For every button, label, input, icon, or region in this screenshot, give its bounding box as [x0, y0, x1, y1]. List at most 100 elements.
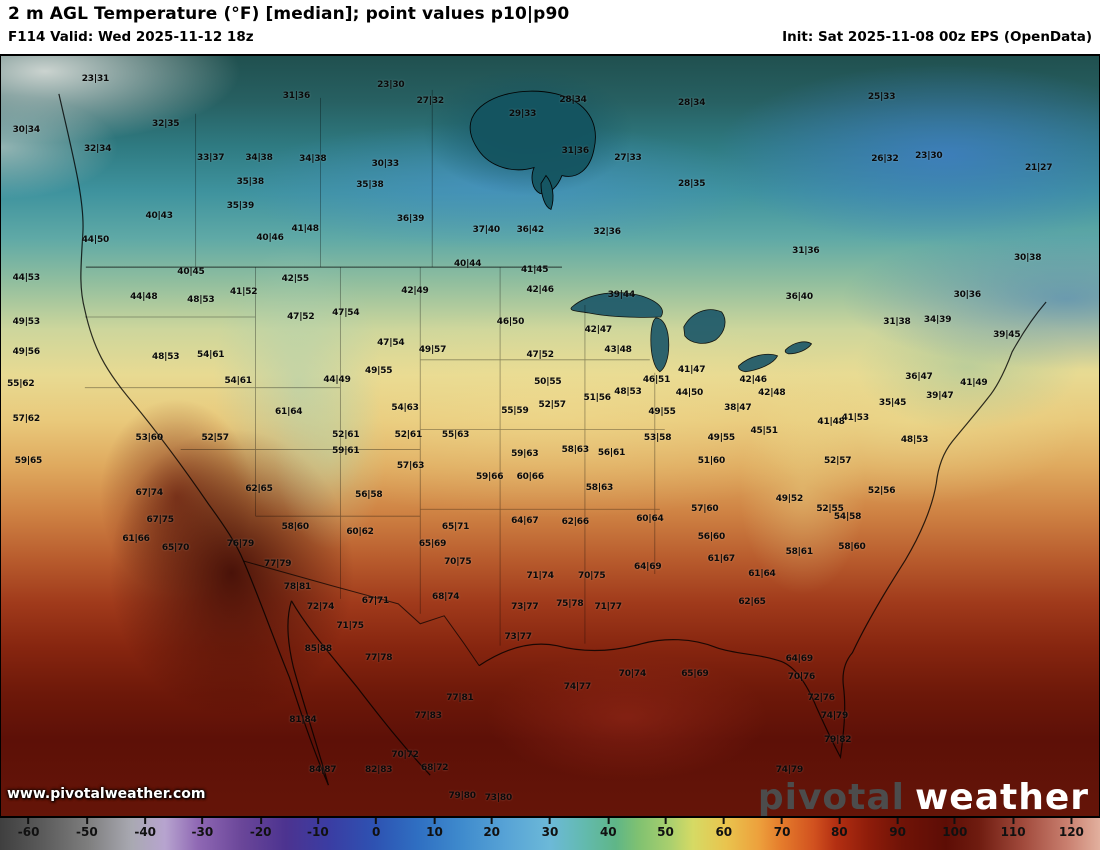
point-value: 65|69: [418, 538, 447, 549]
model-init-label: Init: Sat 2025-11-08 00z EPS (OpenData): [782, 29, 1092, 45]
colorbar-tick: 60: [715, 818, 732, 839]
point-value: 59|61: [332, 446, 360, 457]
colorbar-tick-label: 120: [1058, 825, 1084, 839]
logo-pivotal: pivotal: [757, 777, 906, 818]
point-value: 59|66: [475, 472, 504, 483]
colorbar-tick: -10: [307, 818, 329, 839]
colorbar-tickmark: [27, 818, 30, 824]
colorbar-tick: 100: [942, 818, 967, 839]
colorbar-tickmark: [896, 818, 899, 824]
point-value: 30|38: [1013, 253, 1042, 264]
point-value: 61|64: [748, 569, 776, 580]
colorbar-tick-label: -20: [249, 825, 272, 839]
point-value: 75|78: [556, 598, 584, 609]
point-value: 28|34: [559, 95, 587, 106]
point-value: 64|67: [511, 516, 539, 527]
point-value: 40|45: [177, 266, 205, 277]
point-value: 70|72: [391, 750, 419, 761]
point-value: 58|63: [585, 482, 614, 493]
point-value: 40|46: [256, 232, 284, 243]
colorbar-tickmark: [953, 818, 956, 824]
point-value: 73|77: [504, 631, 532, 642]
colorbar-tickmark: [1070, 818, 1073, 824]
colorbar-tickmark: [548, 818, 551, 824]
point-value: 57|63: [396, 460, 425, 471]
colorbar-tickmark: [781, 818, 784, 824]
point-value: 48|53: [152, 351, 180, 362]
point-value: 33|37: [197, 152, 225, 163]
colorbar-tick-label: 40: [599, 825, 617, 839]
point-value: 71|74: [526, 570, 554, 581]
point-value: 79|82: [824, 735, 852, 745]
point-value: 55|62: [7, 378, 35, 389]
point-value: 45|51: [750, 426, 778, 437]
point-value: 67|71: [361, 595, 390, 606]
point-value: 85|88: [304, 643, 333, 654]
point-value: 74|77: [563, 681, 592, 692]
colorbar-tickmark: [664, 818, 667, 824]
point-value: 42|47: [584, 324, 613, 335]
point-value: 39|45: [993, 329, 1021, 340]
colorbar-tick-label: -10: [307, 825, 329, 839]
point-value: 53|58: [643, 432, 672, 443]
point-value: 64|69: [634, 561, 662, 572]
point-value: 76|79: [226, 538, 255, 549]
point-value: 36|47: [905, 372, 933, 383]
colorbar-tick: 40: [600, 818, 617, 839]
point-value: 43|48: [604, 345, 632, 356]
point-value: 49|56: [12, 346, 41, 357]
point-value: 77|79: [264, 558, 292, 569]
point-value: 35|38: [236, 177, 265, 188]
point-value: 44|50: [81, 234, 110, 245]
pivotal-weather-logo: pivotal weather: [758, 780, 1089, 816]
colorbar-tick-label: 50: [657, 825, 674, 839]
colorbar-tickmark: [1012, 818, 1015, 824]
point-value: 29|33: [508, 108, 537, 119]
point-value: 34|38: [245, 152, 273, 163]
colorbar-tickmark: [85, 818, 88, 824]
colorbar-tick: 30: [542, 818, 558, 839]
colorbar-tick: 80: [831, 818, 848, 839]
map[interactable]: www.pivotalweather.com pivotal weather 23…: [0, 54, 1100, 818]
point-value: 44|50: [675, 387, 704, 398]
point-value: 41|49: [960, 377, 988, 388]
point-value: 62|66: [561, 516, 590, 527]
point-value: 30|34: [12, 125, 41, 136]
point-value: 54|61: [197, 349, 225, 360]
colorbar-tickmark: [490, 818, 493, 824]
point-value: 65|71: [441, 522, 470, 533]
colorbar-tick: 0: [372, 818, 380, 839]
point-value: 60|64: [636, 513, 664, 524]
point-value: 50|55: [534, 377, 562, 388]
point-value: 52|57: [538, 399, 567, 410]
point-value: 41|48: [817, 417, 845, 428]
header-subrow: F114 Valid: Wed 2025-11-12 18z Init: Sat…: [8, 29, 1092, 45]
state-borders: [84, 89, 665, 646]
point-value: 47|52: [287, 311, 315, 322]
point-value: 21|27: [1024, 162, 1053, 173]
colorbar-tick-label: 0: [372, 825, 381, 839]
point-value: 46|50: [496, 317, 525, 327]
point-value: 30|33: [371, 158, 400, 169]
point-value: 52|56: [867, 486, 896, 497]
point-value: 84|87: [309, 765, 337, 776]
point-value: 34|38: [299, 153, 327, 164]
point-value: 72|74: [306, 602, 335, 612]
point-value: 46|51: [642, 374, 671, 385]
colorbar-tickmark: [433, 818, 436, 824]
colorbar-tickmark: [375, 818, 378, 824]
point-value: 47|52: [526, 350, 554, 361]
point-value: 52|57: [824, 456, 852, 467]
point-value: 23|30: [377, 79, 405, 90]
point-value: 71|75: [336, 621, 364, 631]
geography-overlay: [58, 89, 1047, 786]
point-value: 38|47: [724, 402, 752, 413]
point-value: 65|70: [161, 542, 190, 553]
colorbar-tick-label: -40: [134, 825, 157, 839]
point-value: 49|52: [775, 494, 804, 505]
point-value: 74|79: [820, 711, 849, 722]
point-value: 41|45: [520, 265, 549, 276]
point-value: 70|75: [578, 570, 606, 581]
point-value: 52|61: [332, 430, 360, 441]
